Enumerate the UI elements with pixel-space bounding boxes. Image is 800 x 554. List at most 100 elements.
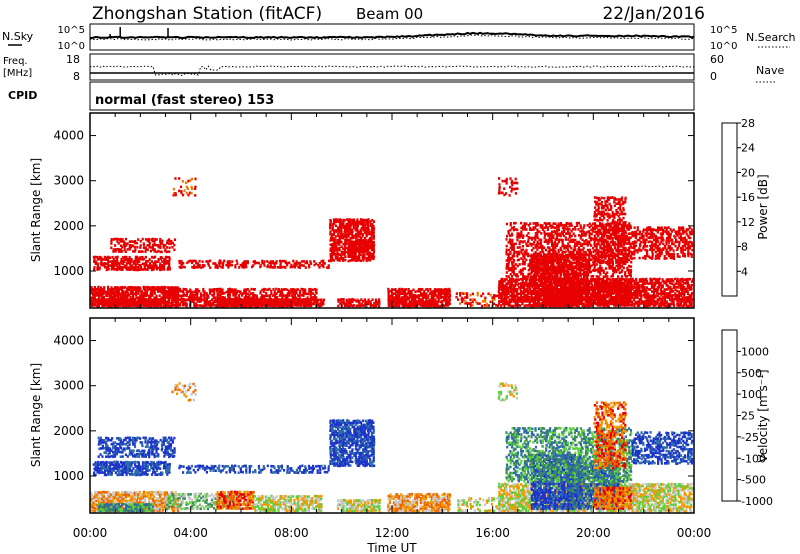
scatter-cell	[196, 292, 199, 295]
scatter-cell	[151, 239, 154, 243]
scatter-cell	[268, 298, 271, 302]
scatter-cell	[678, 294, 681, 297]
scatter-cell	[138, 290, 141, 293]
scatter-cell	[223, 298, 227, 301]
scatter-cell	[132, 298, 135, 301]
scatter-cell	[400, 296, 403, 300]
scatter-cell	[284, 294, 287, 297]
scatter-cell	[132, 250, 135, 253]
scatter-cell	[358, 257, 361, 260]
scatter-cell	[607, 304, 610, 308]
scatter-cell	[372, 257, 375, 261]
scatter-cell	[209, 266, 212, 269]
scatter-cell	[349, 228, 352, 231]
scatter-cell	[155, 294, 158, 298]
scatter-cell	[234, 290, 237, 293]
scatter-cell	[672, 279, 675, 283]
scatter-cell	[164, 259, 167, 263]
scatter-cell	[186, 292, 189, 295]
scatter-cell	[428, 302, 431, 305]
scatter-cell	[250, 292, 253, 295]
scatter-cell	[106, 290, 109, 294]
scatter-cell	[537, 279, 541, 283]
scatter-cell	[359, 229, 362, 232]
scatter-cell	[429, 288, 432, 291]
scatter-cell	[124, 296, 127, 299]
scatter-cell	[243, 298, 246, 302]
scatter-cell	[329, 232, 332, 236]
scatter-cell	[241, 304, 244, 308]
scatter-cell	[412, 304, 415, 308]
scatter-cell	[449, 294, 452, 297]
scatter-cell	[372, 246, 375, 250]
scatter-cell	[202, 265, 205, 269]
scatter-cell	[227, 290, 230, 293]
scatter-cell	[135, 290, 138, 293]
scatter-cell	[126, 300, 129, 303]
scatter-cell	[579, 282, 582, 285]
scatter-cell	[293, 288, 296, 291]
scatter-cell	[110, 287, 113, 291]
scatter-cell	[160, 302, 163, 305]
scatter-cell	[356, 240, 360, 243]
scatter-cell	[405, 296, 408, 299]
scatter-cell	[348, 298, 351, 301]
scatter-cell	[117, 238, 120, 241]
scatter-cell	[590, 298, 593, 302]
scatter-cell	[362, 240, 365, 243]
scatter-cell	[121, 289, 124, 293]
scatter-cell	[503, 284, 506, 287]
scatter-cell	[110, 266, 114, 270]
scatter-cell	[469, 298, 472, 302]
scatter-cell	[122, 259, 125, 263]
scatter-cell	[214, 288, 217, 291]
scatter-cell	[96, 294, 99, 297]
scatter-cell	[275, 304, 278, 307]
scatter-cell	[125, 299, 128, 303]
scatter-cell	[338, 235, 342, 238]
scatter-cell	[177, 296, 180, 299]
scatter-cell	[157, 266, 160, 270]
scatter-cell	[192, 266, 196, 269]
scatter-cell	[417, 300, 420, 303]
scatter-cell	[315, 297, 318, 301]
scatter-cell	[528, 304, 531, 307]
scatter-cell	[129, 245, 133, 249]
scatter-cell	[510, 283, 513, 287]
scatter-cell	[316, 302, 319, 306]
scatter-cell	[353, 246, 356, 249]
scatter-cell	[274, 296, 277, 300]
scatter-cell	[217, 304, 220, 307]
scatter-cell	[281, 296, 284, 299]
scatter-cell	[293, 296, 296, 300]
scatter-cell	[404, 298, 407, 301]
scatter-cell	[389, 289, 392, 293]
scatter-cell	[480, 294, 483, 298]
scatter-cell	[527, 292, 530, 295]
scatter-cell	[124, 286, 127, 289]
scatter-cell	[137, 300, 140, 304]
scatter-cell	[340, 230, 343, 234]
scatter-cell	[167, 288, 170, 291]
scatter-cell	[253, 296, 256, 299]
scatter-cell	[367, 232, 370, 236]
scatter-cell	[159, 250, 162, 254]
scatter-cell	[148, 298, 151, 301]
scatter-cell	[293, 294, 296, 297]
scatter-cell	[516, 294, 519, 297]
scatter-cell	[173, 238, 177, 241]
scatter-cell	[142, 242, 145, 245]
scatter-cell	[137, 238, 140, 241]
scatter-cell	[464, 302, 467, 305]
scatter-cell	[162, 243, 165, 247]
scatter-cell	[133, 286, 136, 289]
scatter-cell	[396, 292, 399, 295]
scatter-cell	[245, 302, 248, 306]
scatter-cell	[484, 300, 487, 303]
scatter-cell	[284, 302, 287, 306]
scatter-cell	[337, 220, 340, 223]
scatter-cell	[469, 302, 472, 305]
scatter-cell	[349, 255, 352, 258]
scatter-cell	[329, 226, 332, 230]
scatter-cell	[297, 265, 300, 269]
